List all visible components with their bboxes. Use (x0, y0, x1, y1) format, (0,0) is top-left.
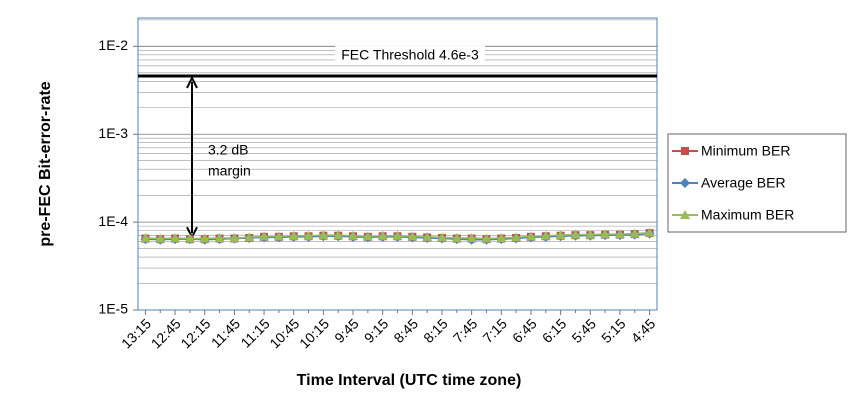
marker (407, 231, 418, 241)
y-tick-label: 1E-3 (98, 125, 128, 141)
x-tick-label: 10:15 (296, 315, 332, 351)
x-tick-label: 10:45 (266, 315, 302, 351)
marker (214, 232, 225, 242)
marker (259, 231, 270, 241)
x-tick-label: 13:15 (118, 315, 154, 351)
marker (540, 230, 551, 240)
marker (244, 232, 255, 242)
x-tick-label: 6:15 (539, 315, 570, 346)
marker (555, 230, 566, 240)
marker (318, 230, 329, 240)
marker (511, 232, 522, 242)
x-tick-label: 4:45 (628, 315, 659, 346)
y-tick-label: 1E-2 (98, 37, 128, 53)
marker (644, 227, 655, 237)
marker (140, 232, 151, 242)
y-tick-label: 1E-5 (98, 301, 128, 317)
marker (273, 231, 284, 241)
legend-label: Average BER (701, 175, 786, 191)
x-tick-label: 7:45 (450, 315, 481, 346)
marker (680, 210, 690, 219)
marker (525, 231, 536, 241)
marker (681, 147, 689, 155)
annotation: margin (208, 163, 251, 179)
x-tick-label: 8:15 (420, 315, 451, 346)
x-tick-label: 8:45 (390, 315, 421, 346)
x-tick-label: 5:15 (598, 315, 629, 346)
marker (333, 230, 344, 240)
marker (570, 229, 581, 239)
x-tick-label: 9:15 (361, 315, 392, 346)
marker (184, 233, 195, 243)
marker (614, 229, 625, 239)
marker (466, 232, 477, 242)
x-tick-label: 11:45 (208, 315, 244, 351)
marker (170, 232, 181, 242)
marker (422, 231, 433, 241)
marker (303, 230, 314, 240)
marker (392, 230, 403, 240)
marker (288, 230, 299, 240)
marker (451, 232, 462, 242)
annotation: 3.2 dB (208, 142, 248, 158)
x-tick-label: 5:45 (568, 315, 599, 346)
arrow-head (186, 75, 198, 89)
x-tick-label: 12:15 (177, 315, 213, 351)
x-tick-label: 9:45 (331, 315, 362, 346)
marker (496, 232, 507, 242)
marker (229, 232, 240, 242)
marker (155, 233, 166, 243)
x-tick-label: 6:45 (509, 315, 540, 346)
y-axis-title: pre-FEC Bit-error-rate (37, 81, 54, 246)
x-tick-label: 11:15 (237, 315, 273, 351)
legend-label: Maximum BER (701, 207, 794, 223)
marker (680, 178, 690, 188)
x-tick-label: 7:15 (479, 315, 510, 346)
marker (585, 229, 596, 239)
marker (377, 230, 388, 240)
legend-label: Minimum BER (701, 143, 790, 159)
marker (199, 233, 210, 243)
y-tick-label: 1E-4 (98, 213, 128, 229)
marker (362, 231, 373, 241)
x-axis-title: Time Interval (UTC time zone) (297, 372, 522, 389)
marker (436, 232, 447, 242)
threshold-label: FEC Threshold 4.6e-3 (341, 47, 479, 63)
x-tick-label: 12:45 (148, 315, 184, 351)
threshold-label-bg (335, 45, 485, 64)
marker (348, 230, 359, 240)
marker (481, 233, 492, 243)
marker (600, 229, 611, 239)
marker (629, 228, 640, 238)
